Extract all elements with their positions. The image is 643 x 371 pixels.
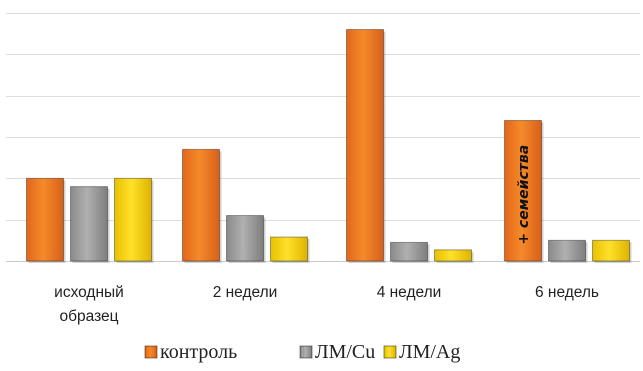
x-tick-label-2: 4 недели <box>377 284 442 301</box>
annotations: + семейства <box>516 145 532 245</box>
bar-контроль-1 <box>182 148 220 262</box>
legend-label-2: ЛМ/Ag <box>399 341 460 363</box>
bar-контроль-2 <box>346 29 384 262</box>
bars <box>26 29 632 264</box>
legend: контроль ЛМ/Cu ЛМ/Ag <box>144 341 460 363</box>
legend-swatch-1 <box>299 345 313 359</box>
legend-swatch-2 <box>383 345 397 359</box>
legend-swatch-0 <box>144 345 158 359</box>
legend-label-0: контроль <box>160 341 237 363</box>
bar-ЛМ/Cu-3 <box>548 239 586 262</box>
x-tick-label-1: 2 недели <box>213 284 278 301</box>
bar-контроль-3 <box>504 119 542 262</box>
bar-annotation-0: + семейства <box>516 145 532 245</box>
x-axis-labels: исходный образец 2 недели 4 недели 6 недель <box>54 284 599 325</box>
x-tick-label-0: исходный образец <box>54 284 124 325</box>
bar-ЛМ/Ag-1 <box>270 236 308 262</box>
bar-ЛМ/Ag-0 <box>114 177 152 262</box>
bar-ЛМ/Cu-2 <box>390 241 428 262</box>
bar-контроль-0 <box>26 177 64 262</box>
bar-ЛМ/Ag-2 <box>434 249 472 262</box>
gridlines <box>6 13 640 262</box>
bar-ЛМ/Cu-1 <box>226 215 264 262</box>
bar-ЛМ/Cu-0 <box>70 186 108 262</box>
bar-ЛМ/Ag-3 <box>592 239 630 262</box>
x-tick-label-3: 6 недель <box>535 284 599 301</box>
legend-label-1: ЛМ/Cu <box>315 341 375 363</box>
